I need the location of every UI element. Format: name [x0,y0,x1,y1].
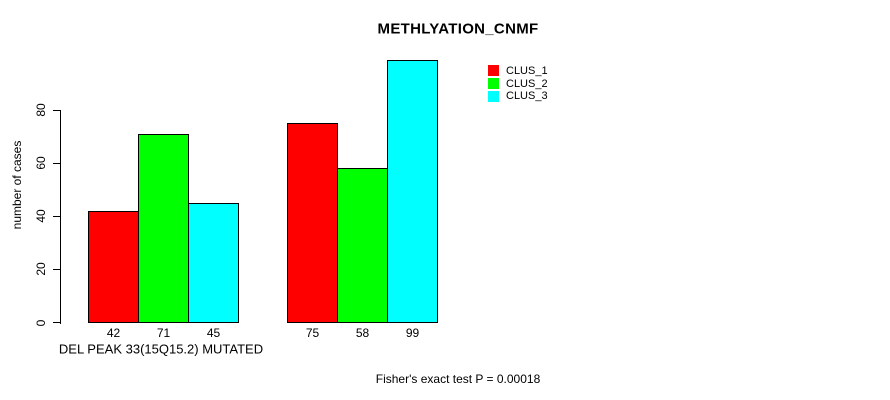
legend-swatch-clus_2 [488,78,499,89]
y-tick [53,322,60,323]
y-tick [53,215,60,217]
bar-value-label: 42 [106,326,121,340]
bar-value-label: 99 [405,326,420,340]
footnote: Fisher's exact test P = 0.00018 [375,372,541,386]
bar-clus_1-group1 [88,210,139,323]
bar-clus_2-group1 [138,133,189,323]
y-tick [53,162,60,164]
chart-title: METHLYATION_CNMF [377,20,539,38]
bar-value-label: 75 [305,326,320,340]
bar-value-label: 45 [206,326,221,340]
x-group-label: DEL PEAK 33(15Q15.2) MUTATED [58,341,264,357]
legend-swatch-clus_3 [488,90,499,102]
bar-value-label: 71 [156,326,171,340]
bar-clus_3-group1 [188,202,239,323]
legend-label: CLUS_1 [506,64,548,77]
bar-value-label: 58 [355,326,370,340]
y-tick [53,268,60,270]
legend-swatch-clus_1 [488,65,499,76]
legend-label: CLUS_3 [506,90,548,102]
bar-clus_1-group2 [287,123,338,323]
y-axis-line [60,110,61,324]
y-tick [53,109,60,111]
bar-clus_3-group2 [387,59,438,323]
legend-label: CLUS_2 [506,77,548,90]
